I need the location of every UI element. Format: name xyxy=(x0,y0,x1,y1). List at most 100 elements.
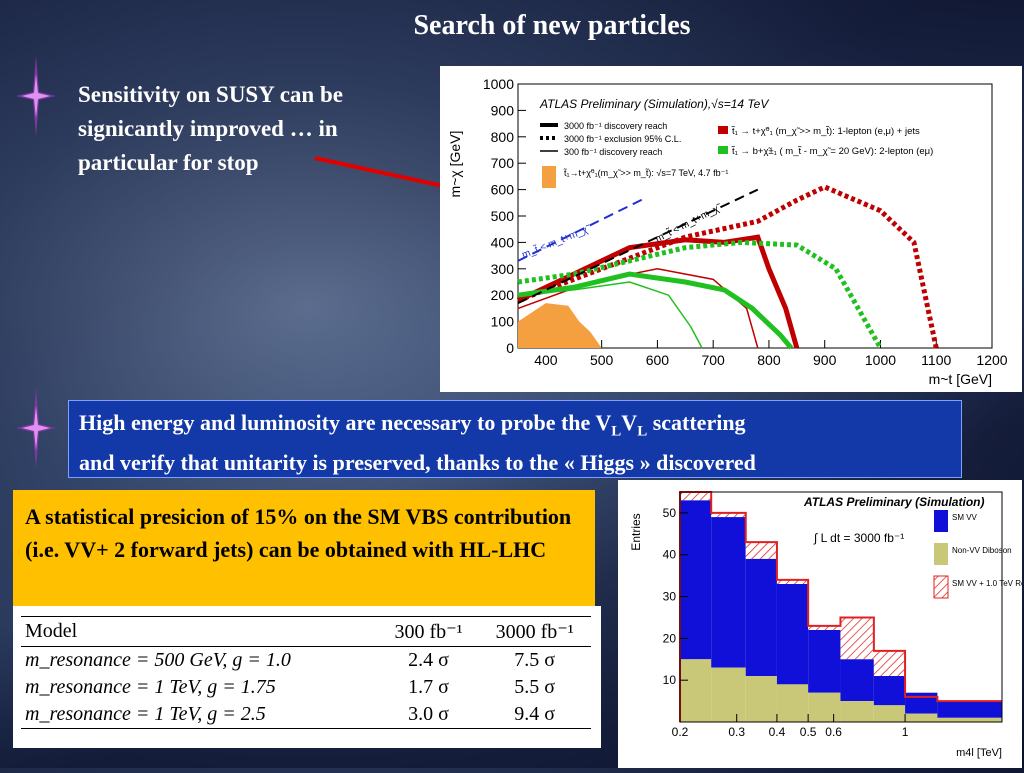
table-cell: 2.4 σ xyxy=(408,649,449,671)
stop-sensitivity-chart: 0 100 200 300 400 500 600 700 800 900 1000 400 500 60… xyxy=(447,76,1008,387)
bar-non-vv xyxy=(680,659,712,722)
x-tick-label: 500 xyxy=(590,352,614,368)
stop-chart-panel: 0 100 200 300 400 500 600 700 800 900 1000 400 500 60… xyxy=(440,66,1022,392)
bar-non-vv xyxy=(905,713,938,722)
bar-non-vv xyxy=(711,667,746,722)
x-tick-label: 0.6 xyxy=(825,725,842,739)
y-tick-label: 300 xyxy=(491,261,515,277)
bar-non-vv xyxy=(873,705,906,722)
legend-entry: t̃₁ → t+χ̃⁰₁ (m_χ̃ >> m_t̃): 1-lepton (e… xyxy=(731,126,920,137)
blue-text-v: V xyxy=(621,410,638,435)
legend-swatch xyxy=(934,543,948,565)
bar-non-vv xyxy=(808,692,841,722)
y-tick-label: 30 xyxy=(663,590,677,604)
x-tick-label: 1 xyxy=(902,725,909,739)
blue-text-1: High energy and luminosity are necessary… xyxy=(79,410,612,435)
series-line xyxy=(517,184,939,349)
plot-frame xyxy=(679,491,1003,723)
legend-entry: 3000 fb⁻¹ discovery reach xyxy=(564,121,667,131)
y-tick-label: 10 xyxy=(663,673,677,687)
series-line xyxy=(517,188,759,305)
legend-swatch xyxy=(718,126,728,134)
legend-entry: 3000 fb⁻¹ exclusion 95% C.L. xyxy=(564,134,681,144)
y-tick-label: 100 xyxy=(491,314,515,330)
table-row: m_resonance = 1 TeV, g = 2.5 3.0 σ 9.4 σ xyxy=(21,701,591,729)
series-line xyxy=(517,196,647,262)
legend-entry: t̃₁→t+χ̃⁰₁(m_χ̃ >> m_t̃): √s=7 TeV, 4.7 … xyxy=(563,168,729,178)
y-tick-label: 40 xyxy=(663,548,677,562)
vbs-precision-box: A statistical presicion of 15% on the SM… xyxy=(13,490,595,606)
bar-sm-vv xyxy=(745,558,777,676)
series-line xyxy=(517,281,703,349)
y-tick-label: 1000 xyxy=(483,76,514,92)
subscript-l: L xyxy=(611,423,622,440)
slide-title: Search of new particles xyxy=(413,10,691,41)
chart-title: ATLAS Preliminary (Simulation),√s=14 TeV xyxy=(539,97,769,111)
chart-subtitle: ∫ L dt = 3000 fb⁻¹ xyxy=(813,531,904,545)
legend-swatch xyxy=(933,575,949,599)
table-cell: 5.5 σ xyxy=(514,676,556,698)
bar-signal xyxy=(680,492,712,501)
x-tick-label: 0.3 xyxy=(728,725,745,739)
chart-title: ATLAS Preliminary (Simulation) xyxy=(803,495,984,509)
series-line xyxy=(517,239,883,350)
x-tick-label: 1200 xyxy=(976,352,1007,368)
x-tick-label: 0.4 xyxy=(769,725,786,739)
table-row: m_resonance = 500 GeV, g = 1.0 2.4 σ 7.5… xyxy=(21,647,591,675)
table-cell: 7.5 σ xyxy=(514,649,556,671)
table-row: m_resonance = 1 TeV, g = 1.75 1.7 σ 5.5 … xyxy=(21,674,591,701)
legend-entry: Non-VV Diboson xyxy=(952,546,1012,555)
y-tick-label: 20 xyxy=(663,631,677,645)
y-tick-label: 50 xyxy=(663,506,677,520)
x-tick-label: 1100 xyxy=(921,352,951,368)
bar-signal xyxy=(873,650,906,676)
x-tick-label: 0.2 xyxy=(672,725,689,739)
y-axis-label: Entries xyxy=(629,513,643,550)
bullet-text-susy: Sensitivity on SUSY can be signicantly i… xyxy=(78,82,343,175)
legend-swatch xyxy=(542,166,556,188)
legend-swatch xyxy=(934,510,948,532)
table-cell: m_resonance = 1 TeV, g = 1.75 xyxy=(25,676,276,698)
bar-sm-vv xyxy=(873,676,906,706)
bar-sm-vv xyxy=(711,517,746,668)
vlvl-scattering-box: High energy and luminosity are necessary… xyxy=(68,400,962,478)
table-cell: 3.0 σ xyxy=(378,701,479,729)
x-axis-label: m4l [TeV] xyxy=(956,747,1002,759)
series-line xyxy=(517,271,794,350)
bar-sm-vv xyxy=(808,630,841,693)
table-cell: m_resonance = 500 GeV, g = 1.0 xyxy=(25,649,291,671)
bar-sm-vv xyxy=(905,692,938,714)
y-tick-label: 200 xyxy=(491,287,515,303)
col-header: Model xyxy=(21,616,379,647)
bar-non-vv xyxy=(776,684,809,722)
x-tick-label: 1000 xyxy=(865,352,896,368)
subscript-l: L xyxy=(637,423,648,440)
blue-text-2: scattering xyxy=(647,410,746,435)
legend-entry: 300 fb⁻¹ discovery reach xyxy=(564,147,662,157)
y-axis-label: m~χ [GeV] xyxy=(447,131,463,198)
m4l-histogram-panel: 10 20 30 40 50 0.2 0.3 0.4 0.5 0.6 1 m4l [TeV] Entri… xyxy=(618,480,1024,768)
table-cell: 9.4 σ xyxy=(478,701,591,729)
annotation-kinematic: m_t̃ < m_t+m_χ̃ xyxy=(520,222,593,261)
bar-sm-vv xyxy=(776,584,809,685)
bar-signal xyxy=(808,625,841,630)
table-cell: m_resonance = 1 TeV, g = 2.5 xyxy=(21,701,379,729)
y-tick-label: 400 xyxy=(491,234,515,250)
x-tick-label: 700 xyxy=(701,352,725,368)
bar-signal xyxy=(711,512,746,518)
y-tick-label: 800 xyxy=(491,129,515,145)
col-header: 300 fb⁻¹ xyxy=(378,616,479,647)
x-tick-label: 600 xyxy=(646,352,670,368)
star-bullet-icon xyxy=(16,56,56,136)
col-header: 3000 fb⁻¹ xyxy=(478,616,591,647)
y-tick-label: 0 xyxy=(506,340,514,356)
bar-signal xyxy=(745,542,777,559)
y-tick-label: 600 xyxy=(491,182,515,198)
total-outline xyxy=(679,491,1002,722)
legend-entry: SM VV xyxy=(952,513,978,522)
bar-non-vv xyxy=(937,717,1002,722)
legend-entry: SM VV + 1.0 TeV Res (g = 1.75) xyxy=(952,579,1022,588)
bar-signal xyxy=(840,617,874,660)
y-tick-label: 500 xyxy=(491,208,515,224)
bar-sm-vv xyxy=(680,500,712,660)
